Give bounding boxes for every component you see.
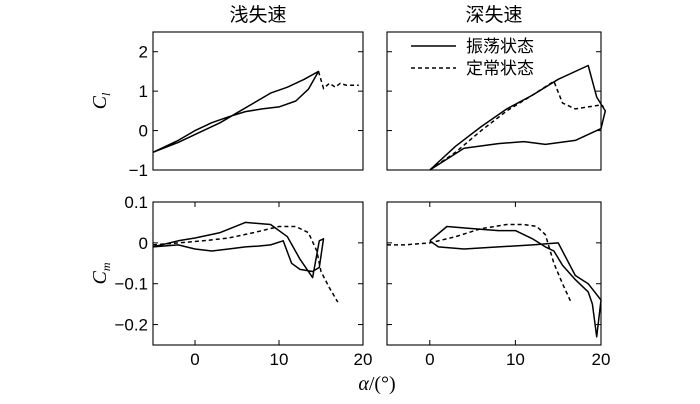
- x-tick-label: 20: [592, 350, 611, 369]
- y-axis-label: Cm: [89, 262, 113, 284]
- series-line-dashed: [387, 223, 572, 303]
- series-line-dashed: [152, 225, 339, 303]
- axes-frame: [386, 31, 602, 171]
- y-axis-label: Cl: [89, 92, 113, 109]
- y-tick-label: 0: [139, 234, 148, 253]
- axes-frame: [152, 201, 364, 346]
- y-axis-label-subscript: l: [99, 92, 113, 96]
- chart-panel-cl-shallow: −1 0 1 2 浅失速 Cl: [89, 4, 364, 180]
- y-tick-label: 1: [139, 82, 148, 101]
- legend-label: 振荡状态: [466, 37, 534, 57]
- legend-label: 定常状态: [466, 59, 534, 79]
- y-tick-label: −0.1: [114, 275, 148, 294]
- series-line-solid: [429, 64, 607, 171]
- series-line-dashed: [429, 80, 605, 171]
- y-tick-label: 0.1: [124, 193, 148, 212]
- y-axis-label-symbol: C: [89, 95, 111, 109]
- x-tick-label: 0: [190, 350, 199, 369]
- series-line-solid: [429, 225, 602, 338]
- panel-title: 深失速: [465, 4, 522, 26]
- x-tick-label: 10: [270, 350, 289, 369]
- chart-panel-cm-shallow: −0.2 −0.1 0 0.1 0 10 20 Cm: [89, 193, 372, 369]
- series-line-dashed: [317, 71, 359, 90]
- x-tick-label: 0: [425, 350, 434, 369]
- y-tick-label: −1: [129, 161, 148, 180]
- y-tick-label: −0.2: [114, 316, 148, 335]
- panel-title: 浅失速: [229, 4, 286, 26]
- y-tick-label: 2: [139, 43, 148, 62]
- chart-panel-cm-deep: 0 10 20: [386, 201, 611, 369]
- x-axis-label-unit: /(°): [369, 373, 396, 395]
- series-line-solid: [152, 70, 320, 153]
- axes-frame: [152, 31, 364, 171]
- x-axis-label: α/(°): [358, 373, 395, 395]
- x-tick-label: 20: [354, 350, 373, 369]
- y-axis-label-symbol: C: [89, 271, 111, 285]
- x-axis-label-symbol: α: [358, 373, 369, 395]
- axes-frame: [386, 201, 602, 346]
- y-tick-label: 0: [139, 122, 148, 141]
- series-line-solid: [152, 221, 325, 279]
- x-tick-label: 10: [506, 350, 525, 369]
- y-axis-label-subscript: m: [99, 262, 113, 271]
